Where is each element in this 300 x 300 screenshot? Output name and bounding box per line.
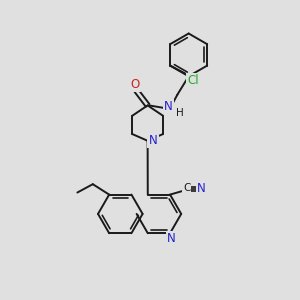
Text: N: N bbox=[164, 100, 172, 113]
Text: N: N bbox=[167, 232, 176, 245]
Text: Cl: Cl bbox=[187, 74, 199, 87]
Text: N: N bbox=[197, 182, 206, 195]
Text: H: H bbox=[176, 108, 184, 118]
Text: N: N bbox=[148, 134, 157, 147]
Text: O: O bbox=[130, 77, 140, 91]
Text: C: C bbox=[183, 183, 190, 194]
